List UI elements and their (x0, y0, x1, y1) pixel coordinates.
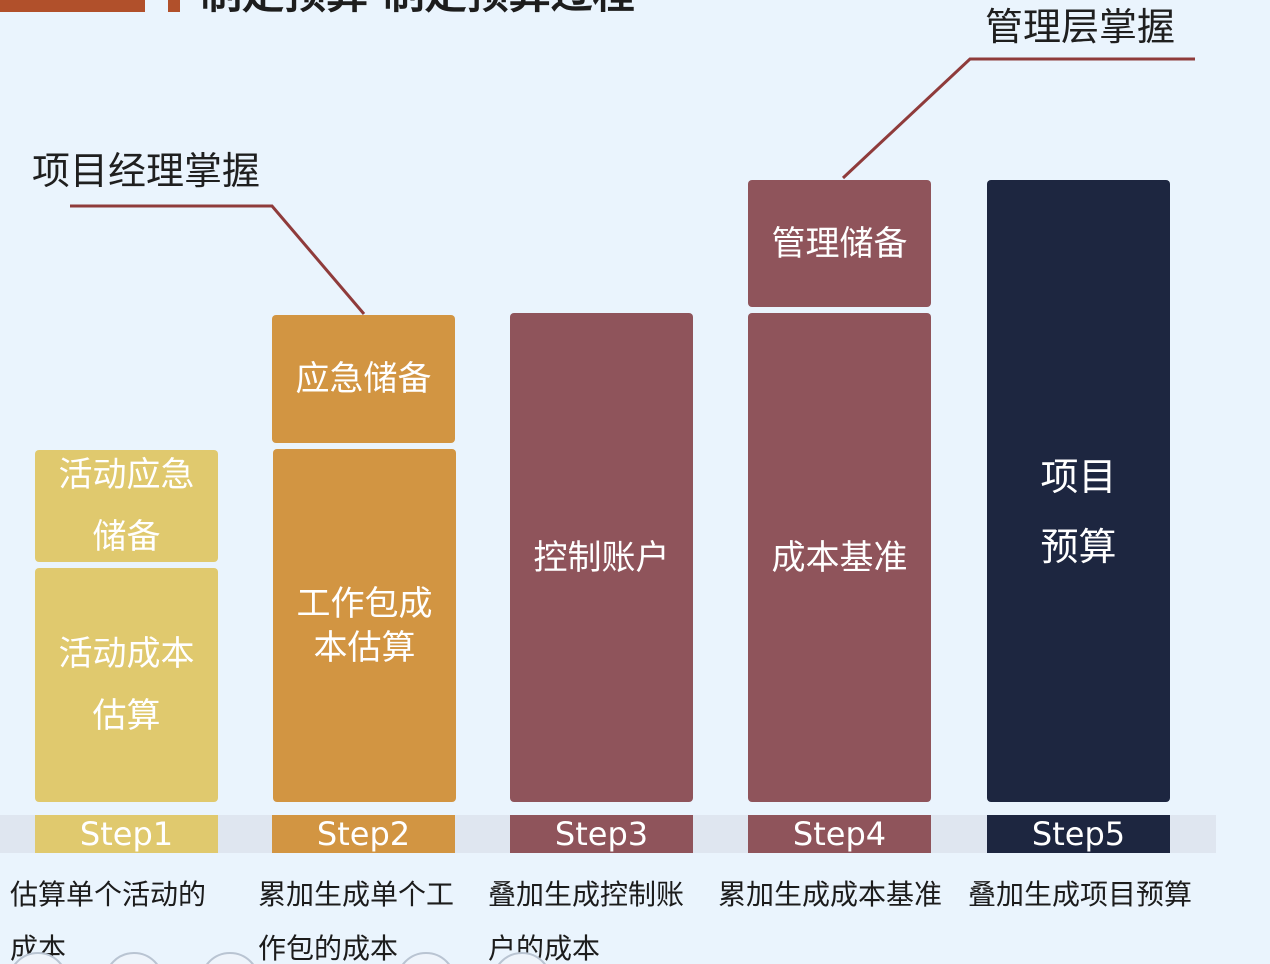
block-label: 成本基准 (771, 537, 908, 578)
block-label: 活动成本 估算 (58, 634, 195, 736)
callout-contingency-owner: 项目经理掌握 (32, 149, 261, 193)
block-label: 活动应急 储备 (58, 455, 195, 557)
management-reserve-block: 管理储备 (748, 180, 931, 307)
cost-baseline-block: 成本基准 (748, 313, 931, 802)
contingency-reserve-block: 应急储备 (272, 315, 455, 443)
contingency-callout-line (70, 204, 366, 315)
activity-contingency-block: 活动应急 储备 (35, 450, 218, 562)
step-2-description: 累加生成单个工 作包的成本 (258, 878, 455, 964)
work-package-estimate-block: 工作包成 本估算 (273, 449, 456, 802)
block-label: 控制账户 (533, 537, 670, 578)
header-accent-bar (0, 0, 145, 12)
step-label-2: Step2 (272, 815, 455, 853)
control-account-block: 控制账户 (510, 313, 693, 802)
step-4-description: 累加生成成本基准 (718, 878, 943, 911)
block-label: 工作包成 本估算 (296, 583, 433, 668)
step-5-description: 叠加生成项目预算 (968, 878, 1193, 911)
step-label-5: Step5 (987, 815, 1170, 853)
block-label: 应急储备 (295, 359, 432, 399)
step-3-description: 叠加生成控制账 户的成本 (488, 878, 685, 964)
step-1-description: 估算单个活动的 成本 (10, 878, 207, 964)
step-label-3: Step3 (510, 815, 693, 853)
header-title-marker (168, 0, 180, 12)
block-label: 项目 预算 (1040, 455, 1117, 569)
block-label: 管理储备 (771, 223, 908, 264)
callout-manager-reserve-owner: 管理层掌握 (985, 5, 1176, 49)
step-label-1: Step1 (35, 815, 218, 853)
step-label-4: Step4 (748, 815, 931, 853)
project-budget-block: 项目 预算 (987, 180, 1170, 802)
activity-cost-estimate-block: 活动成本 估算 (35, 568, 218, 802)
manager-reserve-callout-line (841, 57, 1195, 180)
page-title: 制定预算 制定预算过程 (200, 0, 635, 18)
